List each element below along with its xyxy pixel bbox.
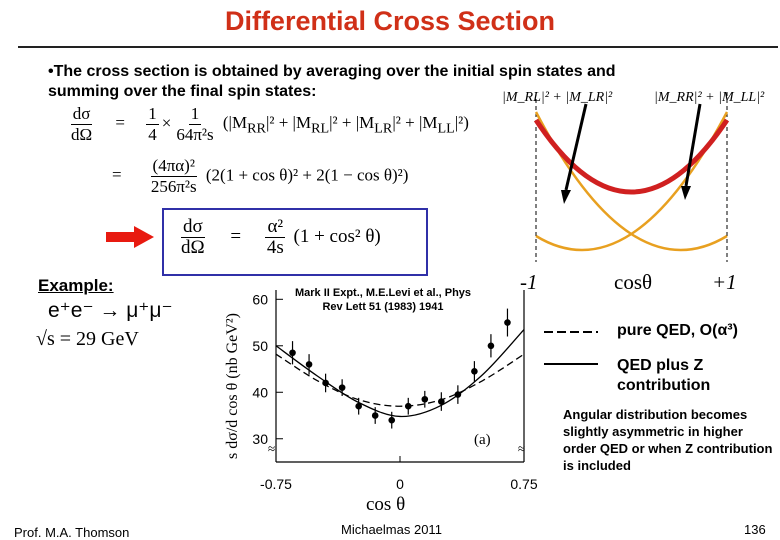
experiment-reference: Mark II Expt., M.E.Levi et al., Phys Rev…: [294, 287, 472, 313]
y-tick-label: 40: [252, 384, 268, 400]
slide-title: Differential Cross Section: [224, 6, 556, 36]
asymmetry-note: Angular distribution becomes slightly as…: [563, 407, 773, 473]
curve-qed-plus-z: [275, 329, 525, 418]
data-point: [438, 398, 445, 405]
data-point: [289, 349, 296, 357]
theory-xmid: cosθ: [614, 270, 653, 294]
sqrt-s-label: √s = 29 GeV: [36, 328, 139, 350]
sqrt-s-value: 29 GeV: [76, 328, 139, 350]
arrow-right-shaft: [684, 103, 702, 187]
equation-line-2: = (4πα)² 256π²s (2(1 + cos θ)² + 2(1 − co…: [112, 156, 409, 196]
data-point: [371, 412, 379, 419]
curve-sum: [533, 118, 730, 195]
data-point: [355, 402, 362, 410]
example-label: Example:: [38, 276, 114, 295]
boxed-equation: dσ dΩ = α² 4s (1 + cos² θ): [162, 208, 428, 276]
data-point: [504, 319, 511, 326]
data-point: [338, 384, 346, 391]
legend-solid-label: QED plus Z contribution: [617, 357, 711, 394]
theory-xmax: +1: [712, 270, 737, 294]
x-tick-label: 0: [396, 476, 404, 492]
label-rl-lr: |M_RL|² + |M_LR|²: [502, 90, 613, 106]
reaction-label: e⁺e⁻ → μ⁺μ⁻: [48, 299, 173, 322]
data-point: [487, 342, 495, 350]
theory-xmin: -1: [520, 270, 538, 294]
x-tick-label: -0.75: [260, 476, 292, 492]
intro-bullet: •The cross section is obtained by averag…: [48, 63, 616, 100]
data-point: [305, 361, 313, 368]
arrow-right-head-icon: [681, 186, 691, 200]
arrow-left-head-icon: [561, 190, 571, 204]
legend-dashed-label: pure QED, O(α³): [617, 322, 738, 339]
data-ylabel: s dσ/d cos θ (nb GeV²): [224, 313, 241, 459]
y-tick-label: 60: [252, 291, 268, 307]
y-tick-label: 50: [252, 338, 268, 354]
arrow-left-shaft: [564, 103, 588, 191]
data-point: [322, 379, 329, 387]
footer-term: Michaelmas 2011: [341, 522, 442, 537]
y-tick-label: 30: [252, 431, 268, 447]
data-point: [404, 402, 412, 410]
footer-author: Prof. M.A. Thomson: [14, 525, 130, 540]
axis-break-left: ≈: [268, 441, 275, 456]
label-rr-ll: |M_RR|² + |M_LL|²: [654, 90, 765, 106]
x-tick-label: 0.75: [510, 476, 537, 492]
curve-pure-qed: [275, 353, 525, 407]
data-point: [388, 416, 396, 424]
legend-swatches: [544, 331, 598, 365]
data-point: [454, 391, 462, 398]
equation-line-1: dσ dΩ = 1 4 × 1 64π²s (|MRR|² + |MRL|² + |MLR…: [70, 104, 469, 144]
data-point: [471, 368, 478, 375]
axis-break-right: ≈: [518, 441, 525, 456]
title-divider: [18, 46, 778, 48]
data-point: [421, 395, 429, 403]
panel-label: (a): [474, 432, 491, 448]
red-arrow-icon: [106, 226, 154, 248]
data-xlabel: cos θ: [366, 494, 406, 515]
footer-page: 136: [744, 522, 766, 537]
